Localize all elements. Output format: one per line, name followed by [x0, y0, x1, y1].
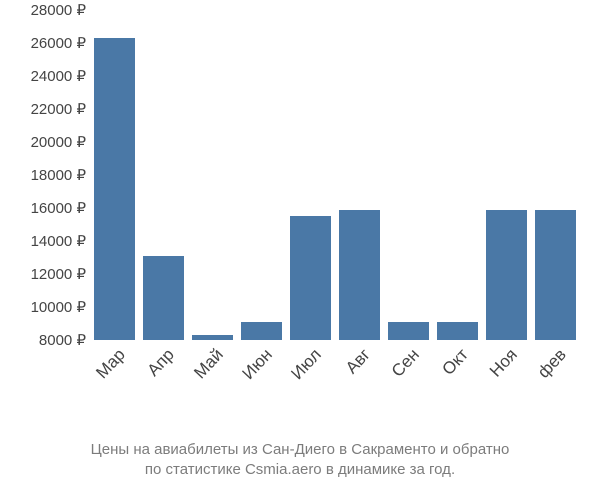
y-tick-label: 10000 ₽	[0, 298, 86, 316]
bar	[241, 322, 281, 340]
y-tick-label: 22000 ₽	[0, 100, 86, 118]
x-tick-label: Июл	[287, 345, 325, 384]
y-tick-label: 28000 ₽	[0, 1, 86, 19]
y-tick-label: 16000 ₽	[0, 199, 86, 217]
x-tick-label: Июн	[238, 345, 276, 384]
bar	[388, 322, 428, 340]
x-tick-label: Сен	[387, 345, 423, 381]
x-tick-label: Апр	[143, 345, 178, 381]
x-tick-label: Авг	[341, 345, 374, 378]
bar	[486, 210, 526, 340]
y-axis: 8000 ₽10000 ₽12000 ₽14000 ₽16000 ₽18000 …	[0, 10, 86, 340]
x-axis-labels: Мар Апр Май Июн Июл Авг Сен Окт Нояфев	[90, 345, 580, 415]
x-tick-label: Окт	[438, 345, 472, 380]
bar	[339, 210, 379, 340]
x-tick-label: Май	[190, 345, 227, 383]
bars-container	[90, 10, 580, 340]
y-tick-label: 18000 ₽	[0, 166, 86, 184]
x-tick-label: Мар	[92, 345, 129, 383]
y-tick-label: 26000 ₽	[0, 34, 86, 52]
bar	[192, 335, 232, 340]
bar	[535, 210, 575, 340]
plot-area	[90, 10, 580, 340]
caption-line1: Цены на авиабилеты из Сан-Диего в Сакрам…	[0, 440, 600, 460]
bar	[94, 38, 134, 340]
y-tick-label: 20000 ₽	[0, 133, 86, 151]
x-tick-label: Ноя	[485, 345, 521, 381]
y-tick-label: 14000 ₽	[0, 232, 86, 250]
bar	[143, 256, 183, 340]
x-tick-label: фев	[533, 345, 570, 382]
caption-line2: по статистике Csmia.aero в динамике за г…	[0, 460, 600, 480]
y-tick-label: 24000 ₽	[0, 67, 86, 85]
price-chart: 8000 ₽ 10000 ₽ 12000 ₽ 14000 ₽ 16000 ₽ 18000 …	[0, 0, 600, 500]
y-tick-label: 8000 ₽	[0, 331, 86, 349]
bar	[290, 216, 330, 340]
bar	[437, 322, 477, 340]
y-tick-label: 12000 ₽	[0, 265, 86, 283]
